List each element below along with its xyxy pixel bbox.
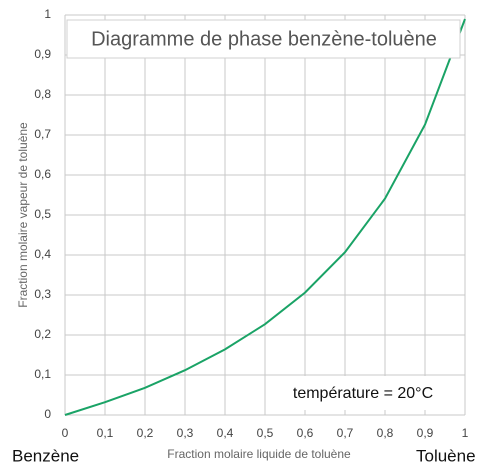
x-tick-label: 0,6 xyxy=(297,426,314,440)
x-tick-label: 0,3 xyxy=(177,426,194,440)
line xyxy=(64,18,466,416)
annotation: Toluène xyxy=(416,446,476,465)
y-tick-label: 0,8 xyxy=(34,87,51,101)
x-tick-label: 0,2 xyxy=(137,426,154,440)
x-tick-label: 0,7 xyxy=(337,426,354,440)
x-tick-label: 0,5 xyxy=(257,426,274,440)
annotation: température = 20°C xyxy=(293,385,433,402)
chart-title: Diagramme de phase benzène-toluène xyxy=(91,28,437,50)
x-tick-label: 0,4 xyxy=(217,426,234,440)
y-axis-label: Fraction molaire vapeur de toluène xyxy=(16,122,30,308)
y-tick-label: 0,9 xyxy=(34,47,51,61)
y-tick-label: 0,3 xyxy=(34,287,51,301)
y-tick-label: 0,2 xyxy=(34,327,51,341)
y-tick-label: 0,1 xyxy=(34,367,51,381)
x-tick-label: 0,8 xyxy=(377,426,394,440)
y-tick-label: 0 xyxy=(44,407,51,421)
y-tick-label: 0,6 xyxy=(34,167,51,181)
y-tick-label: 0,7 xyxy=(34,127,51,141)
x-axis-label: Fraction molaire liquide de toluène xyxy=(167,447,351,461)
y-tick-label: 0,4 xyxy=(34,247,51,261)
annotation: Benzène xyxy=(12,446,79,465)
title-box xyxy=(66,19,461,59)
y-tick-label: 1 xyxy=(44,7,51,21)
x-tick-label: 0,1 xyxy=(97,426,114,440)
x-tick-label: 1 xyxy=(462,426,469,440)
x-tick-label: 0 xyxy=(62,426,69,440)
annotation-box xyxy=(272,376,454,410)
x-tick-label: 0,9 xyxy=(417,426,434,440)
y-tick-label: 0,5 xyxy=(34,207,51,221)
